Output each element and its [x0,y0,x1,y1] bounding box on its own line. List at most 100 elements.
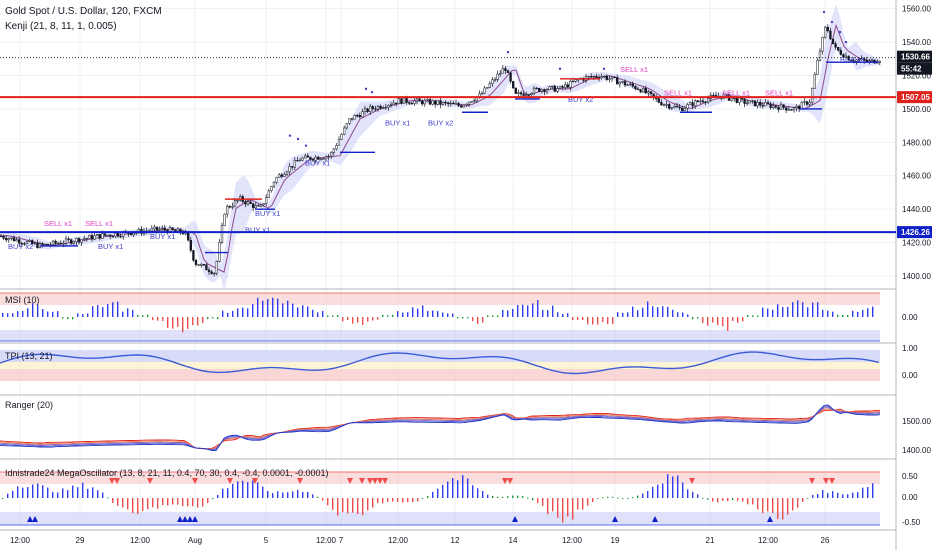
candle-body [348,118,351,124]
candle-body [522,93,525,96]
star-marker [830,20,834,24]
tpi-pane[interactable]: TPI (13, 21) [0,350,880,381]
candle-body [337,139,341,146]
msi-bar [142,315,144,317]
mega-bar [42,485,44,498]
mega-bar [652,486,654,498]
candle-body [252,203,255,209]
star-marker [288,134,292,137]
candle-body [470,101,473,103]
msi-bar [7,313,9,317]
ranger-line [0,404,881,452]
msi-pane[interactable]: MSI (10) [0,292,880,342]
candle-body [254,205,257,209]
price-pane[interactable]: BUY x2 SELL x1 SELL x1 BUY x1 BUY x1 BUY x1 BU… [0,4,896,291]
time-tick-label: 12:00 [316,536,337,545]
candle-body [189,239,192,251]
mega-bar [312,494,314,498]
msi-bar [402,312,404,317]
mega-bar [352,498,354,513]
candle-body [813,74,816,89]
candle-body [441,101,445,105]
mega-bar [487,494,489,498]
sell-triangle [829,478,835,484]
msi-bar [292,303,294,317]
blue-line-tag: 1426.26 [901,228,930,237]
msi-bar [647,301,649,317]
msi-bar [22,310,24,317]
msi-bar [837,314,839,317]
candle-body [777,106,780,110]
candle-body [358,115,361,118]
msi-bar [507,310,509,317]
mega-bar [842,494,844,498]
candle-body [605,75,608,80]
mega-bar [572,498,574,520]
msi-bar [602,317,604,322]
sell-triangle [227,478,233,484]
candle-body [103,233,107,236]
megaoscillator-pane[interactable]: Idnistrade24 MegaOscillator (13, 8, 21, … [0,468,880,526]
countdown-tag: 55:42 [901,65,922,74]
mega-bar [757,498,759,510]
sell-triangle [382,478,388,484]
candle-body [499,72,502,75]
ranger-pane[interactable]: Ranger (20) [0,400,881,452]
buy-triangle [32,516,38,522]
sell-triangle [377,478,383,484]
candle-body [725,94,728,96]
price-axis[interactable]: 1560.00 1540.00 1520.00 1500.00 1480.00 1460.… [902,5,931,527]
candle-body [694,100,697,107]
msi-bar [782,307,784,317]
candle-body [491,79,494,84]
candle-body [213,272,216,275]
megaoscillator-triangles [27,478,835,522]
time-axis[interactable]: 12:00 29 12:00 Aug 5 12:00 7 12:00 12 14 12:00 19 21… [10,536,830,545]
candle-body [415,98,419,102]
mega-bar [657,484,659,498]
candle-body [150,228,153,232]
candle-body [860,58,863,61]
candle-body [735,97,738,103]
msi-bar [217,317,219,320]
candle-body [220,225,224,243]
sell-triangle [507,478,513,484]
msi-bar [97,305,99,317]
mega-bar [682,482,684,498]
price-tick-label: 1420.00 [902,239,931,248]
candle-body [623,81,627,86]
candle-body [324,156,328,159]
msi-bar [232,310,234,317]
candle-body [483,87,486,94]
candle-body [98,234,101,239]
candle-body [821,36,824,52]
time-tick-label: 21 [706,536,715,545]
candle-body [119,235,122,238]
mega-bar [797,498,799,508]
candle-body [223,213,226,226]
msi-bar [107,304,109,317]
msi-bar [37,304,39,317]
msi-bar [407,312,409,317]
candle-body [192,250,195,261]
msi-bar [227,312,229,317]
candle-body [402,97,406,104]
signal-label-buy: BUY x1 [150,232,175,241]
msi-bar [622,312,624,317]
candle-body [733,97,736,100]
time-tick-label: 12:00 [562,536,583,545]
countdown-tag-bg [897,62,932,75]
candle-body [319,158,322,160]
candle-body [834,43,837,48]
msi-bar [587,317,589,325]
mega-bar [252,480,254,498]
price-tick-label: 1520.00 [902,72,931,81]
mega-bar [857,492,859,498]
candle-body [434,100,437,105]
msi-bar [237,308,239,317]
mega-bar [712,498,714,502]
candle-body [790,109,793,111]
sell-triangle [252,478,258,484]
msi-bar [462,317,464,319]
candle-body [257,205,260,207]
